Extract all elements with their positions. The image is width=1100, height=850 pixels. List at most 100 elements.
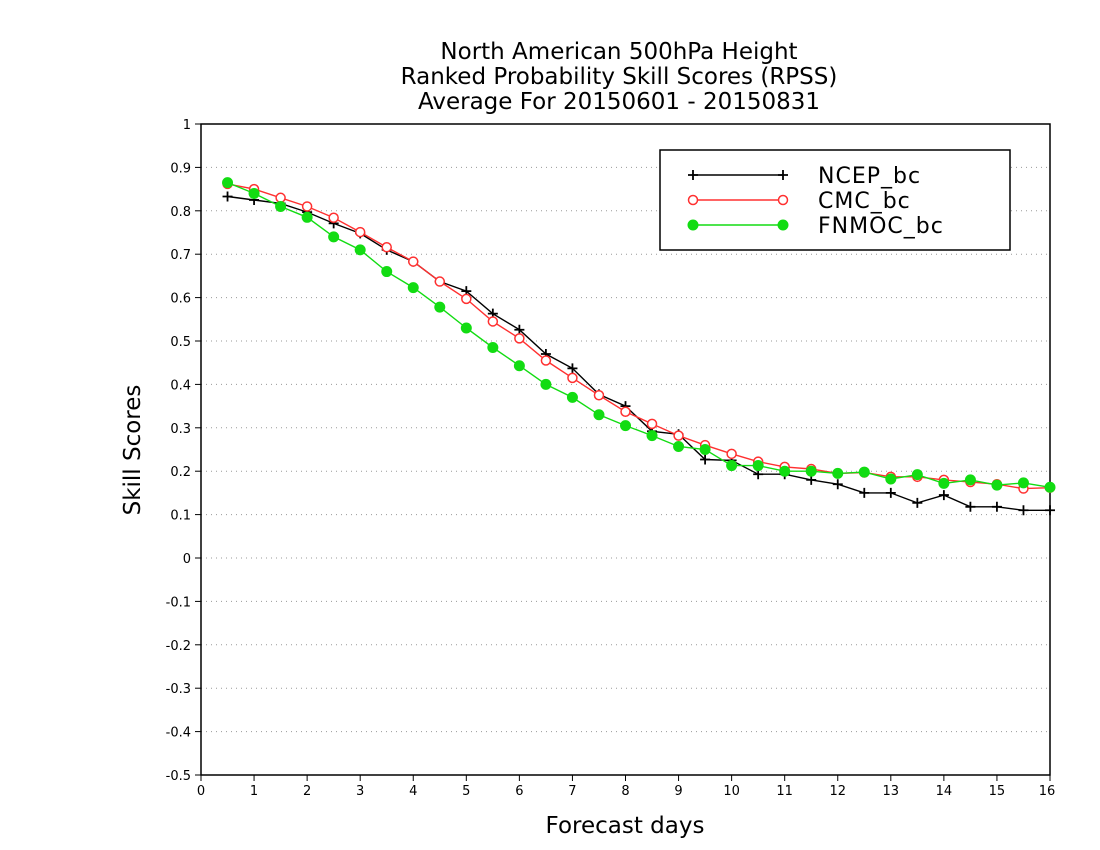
x-tick-label: 13	[883, 784, 900, 799]
y-axis: -0.5 -0.4 -0.3 -0.2 -0.1 0 0.1 0.2 0.3 0.4 0.5 0.6 0…	[166, 118, 201, 784]
data-point	[1018, 505, 1029, 516]
data-point	[301, 201, 313, 212]
y-tick-label: -0.1	[166, 595, 191, 610]
x-tick-label: 7	[568, 784, 576, 799]
data-point	[381, 266, 393, 278]
data-point	[487, 342, 499, 354]
x-tick-label: 9	[674, 784, 682, 799]
data-point	[805, 465, 817, 477]
data-point	[408, 256, 419, 267]
data-point	[514, 333, 525, 344]
x-tick-label: 3	[356, 784, 364, 799]
data-point	[687, 194, 699, 206]
series-FNMOC_bc	[222, 177, 1056, 493]
grid	[201, 166, 1050, 733]
data-point	[911, 469, 923, 481]
y-tick-label: -0.2	[166, 639, 191, 654]
x-tick-label: 4	[409, 784, 417, 799]
data-point	[620, 406, 631, 417]
legend-entry: FNMOC_bc	[687, 214, 944, 239]
data-point	[885, 487, 896, 498]
data-point	[222, 177, 234, 189]
legend-entry: CMC_bc	[687, 189, 911, 214]
y-tick-label: -0.3	[166, 682, 191, 697]
x-tick-label: 12	[829, 784, 846, 799]
data-point	[540, 378, 552, 390]
x-tick-label: 5	[462, 784, 470, 799]
legend-label: NCEP_bc	[818, 164, 921, 189]
data-point	[938, 490, 949, 501]
title-line-2: Ranked Probability Skill Scores (RPSS)	[401, 64, 838, 90]
data-point	[461, 293, 472, 305]
data-point	[567, 363, 578, 374]
y-tick-label: 0.8	[170, 205, 191, 220]
y-tick-label: 0.3	[170, 422, 191, 437]
data-point	[1017, 477, 1029, 489]
data-point	[779, 465, 791, 477]
data-point	[687, 219, 699, 231]
title-line-1: North American 500hPa Height	[440, 39, 797, 65]
x-axis-label: Forecast days	[546, 813, 705, 839]
data-point	[646, 418, 658, 430]
data-point	[646, 430, 658, 442]
data-point	[567, 372, 578, 384]
y-tick-label: 0.6	[170, 292, 191, 307]
series-layer	[222, 177, 1056, 516]
y-tick-label: -0.4	[166, 726, 191, 741]
data-point	[726, 448, 737, 460]
data-point	[434, 301, 446, 313]
chart-title: North American 500hPa Height Ranked Prob…	[401, 39, 838, 115]
y-tick-label: 0	[183, 552, 191, 567]
x-tick-label: 2	[303, 784, 311, 799]
y-tick-label: 0.7	[170, 248, 191, 263]
data-point	[1044, 481, 1056, 493]
data-point	[832, 467, 844, 479]
plot-frame	[200, 123, 1051, 776]
legend-label: CMC_bc	[818, 189, 911, 214]
y-tick-label: 0.2	[170, 465, 191, 480]
data-point	[381, 242, 392, 253]
data-point	[593, 409, 605, 421]
data-point	[275, 192, 286, 204]
y-tick-label: -0.5	[166, 769, 191, 784]
y-tick-label: 0.5	[170, 335, 191, 350]
data-point	[965, 501, 976, 512]
legend-entry: NCEP_bc	[688, 164, 921, 189]
data-point	[688, 170, 698, 180]
data-point	[832, 479, 843, 490]
data-point	[540, 355, 552, 366]
data-point	[726, 460, 738, 472]
y-tick-label: 0.1	[170, 509, 191, 524]
x-tick-label: 14	[936, 784, 953, 799]
data-point	[354, 226, 366, 238]
data-point	[514, 324, 525, 335]
data-point	[248, 187, 260, 199]
series-line	[227, 195, 1050, 511]
title-line-3: Average For 20150601 - 20150831	[418, 89, 820, 115]
x-axis: 0 1 2 3 4 5 6 7 8 9 10 11 12 13 14 15 16	[197, 775, 1055, 799]
x-tick-label: 8	[621, 784, 629, 799]
x-tick-label: 15	[989, 784, 1006, 799]
data-point	[487, 316, 499, 327]
data-point	[699, 444, 711, 455]
legend-label: FNMOC_bc	[818, 214, 944, 239]
data-point	[777, 194, 789, 206]
data-point	[885, 473, 897, 485]
x-tick-label: 0	[197, 784, 205, 799]
data-point	[460, 322, 472, 334]
data-point	[991, 479, 1003, 491]
data-point	[991, 501, 1002, 512]
x-tick-label: 6	[515, 784, 523, 799]
data-point	[354, 244, 366, 256]
x-tick-label: 1	[250, 784, 258, 799]
data-point	[407, 282, 419, 294]
y-axis-label: Skill Scores	[120, 385, 146, 516]
data-point	[938, 477, 950, 489]
data-point	[328, 212, 339, 223]
data-point	[912, 497, 923, 508]
y-tick-label: 0.9	[170, 161, 191, 176]
data-point	[858, 466, 870, 478]
y-tick-label: 0.4	[170, 378, 191, 393]
